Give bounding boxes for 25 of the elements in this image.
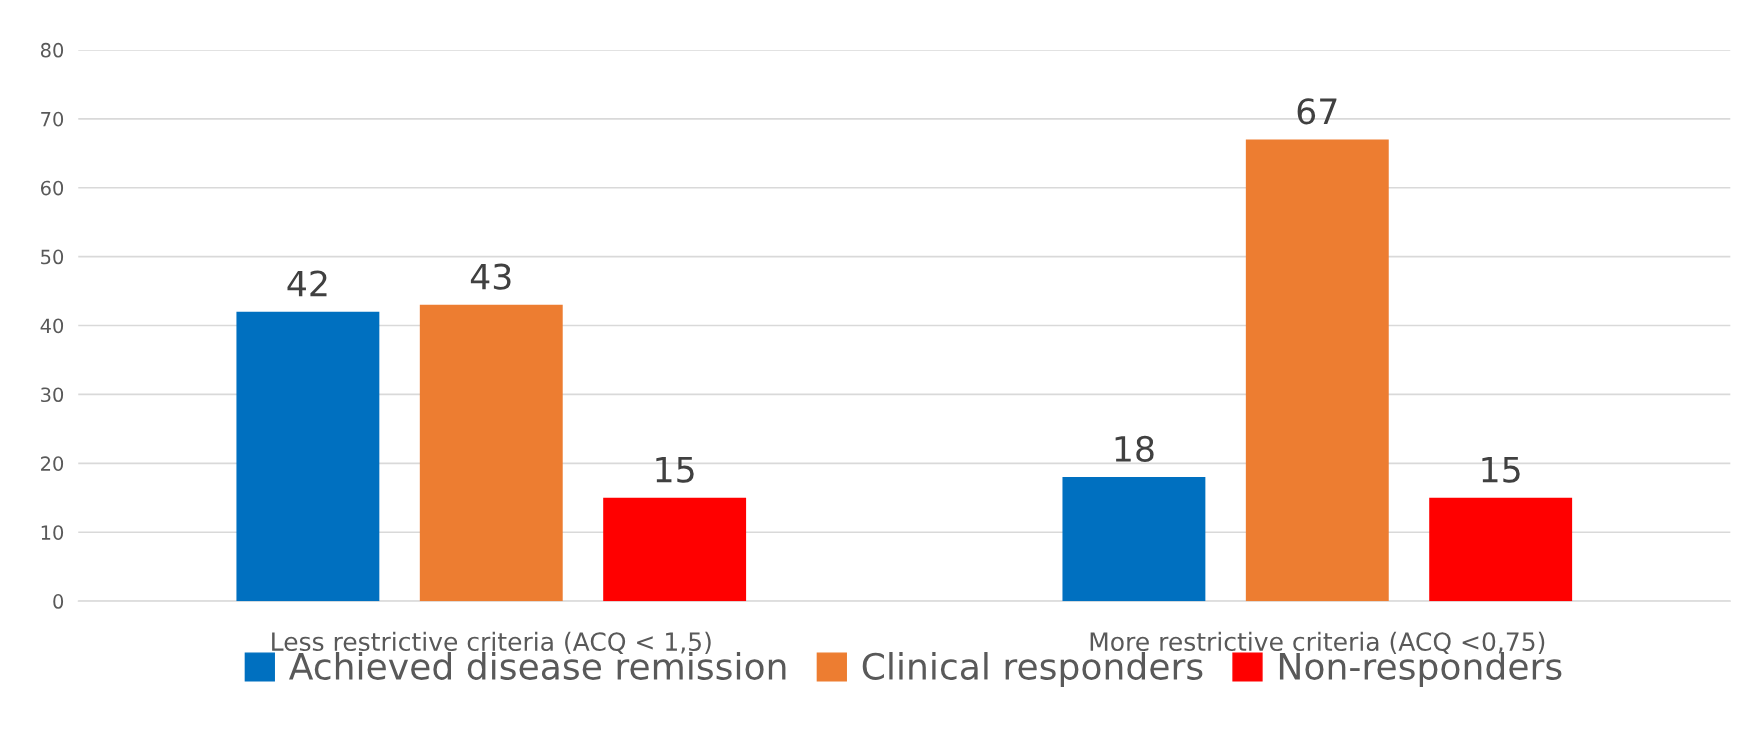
- data-label: 15: [1482, 456, 1520, 483]
- y-tick-label: 0: [53, 594, 64, 609]
- legend-label: Achieved disease remission: [288, 652, 786, 680]
- data-label: 15: [656, 456, 694, 483]
- bar: [236, 311, 380, 602]
- bar: [1429, 497, 1573, 602]
- legend-label: Clinical responders: [862, 652, 1203, 687]
- data-label: 18: [1115, 435, 1154, 463]
- y-tick-label: 30: [41, 387, 64, 403]
- y-tick-label: 40: [40, 318, 64, 334]
- y-tick-label: 20: [41, 456, 64, 471]
- y-tick-label: 80: [40, 42, 64, 58]
- data-label: 42: [287, 270, 327, 297]
- bar: [419, 304, 563, 602]
- y-tick-label: 10: [41, 525, 64, 540]
- bar: [1062, 477, 1206, 602]
- legend-label: Non-responders: [1279, 652, 1562, 687]
- y-tick-label: 50: [41, 249, 64, 265]
- data-label: 43: [470, 263, 511, 290]
- x-tick-label: More restrictive criteria (ACQ <0,75): [1090, 631, 1545, 654]
- bar: [603, 497, 747, 602]
- y-tick-label: 70: [41, 111, 64, 127]
- bar: [1245, 139, 1389, 602]
- data-label: 67: [1297, 98, 1337, 125]
- y-tick-label: 60: [40, 180, 64, 196]
